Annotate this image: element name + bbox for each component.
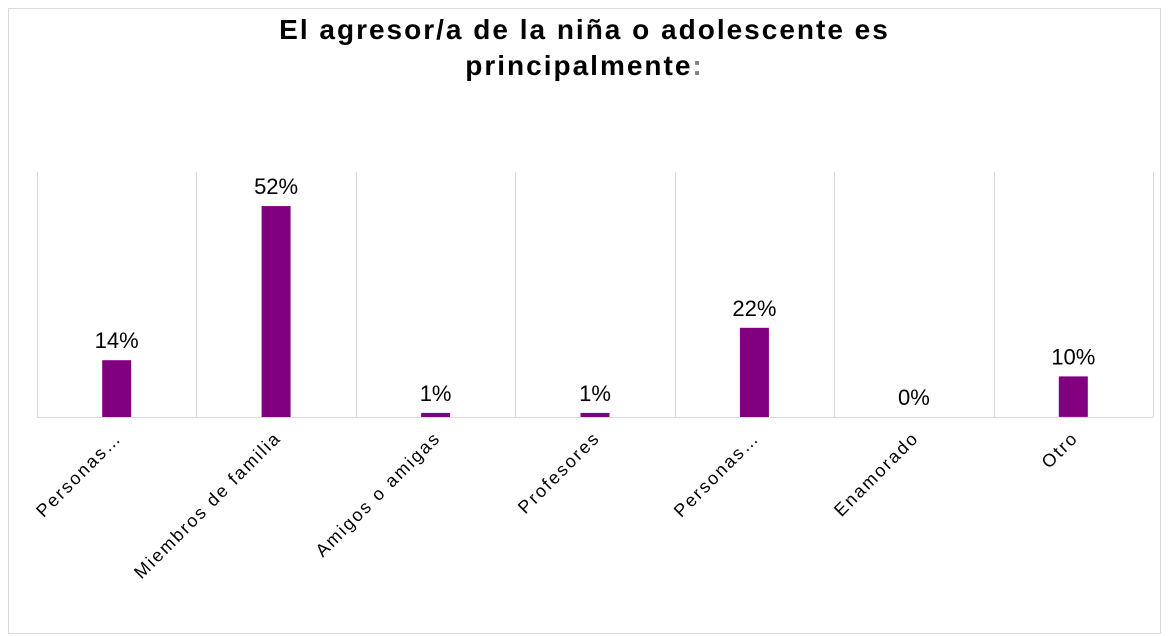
chart-title-line-2: principalmente: [0, 48, 1169, 84]
bar [261, 206, 291, 417]
bar [739, 327, 769, 417]
x-tick-label: Personas… [670, 428, 763, 521]
data-label: 52% [254, 174, 298, 199]
bar [1058, 376, 1088, 417]
data-label: 1% [420, 381, 452, 406]
x-tick-label: Otro [1038, 428, 1083, 473]
chart-title-colon: : [692, 50, 704, 81]
data-label: 22% [732, 296, 776, 321]
data-label: 10% [1051, 344, 1095, 369]
bar [580, 412, 610, 417]
chart-title: El agresor/a de la niña o adolescente es… [0, 12, 1169, 84]
x-tick-label: Enamorado [830, 428, 923, 521]
x-tick-labels: Personas… Miembros de familia Amigos o ami… [32, 428, 1082, 583]
data-label: 0% [898, 385, 930, 410]
chart-title-line-1: El agresor/a de la niña o adolescente es [279, 14, 890, 45]
x-tick-label: Profesores [514, 428, 604, 518]
data-labels: 14% 52% 1% 1% 22% 0% 10% [95, 174, 1096, 410]
x-tick-label: Personas… [32, 428, 125, 521]
x-tick-label: Miembros de familia [130, 428, 285, 583]
bar [102, 360, 132, 417]
bars [102, 206, 1088, 417]
chart-frame [8, 8, 1161, 634]
gridlines [37, 172, 1154, 417]
chart-title-line-2-text: principalmente [465, 50, 693, 81]
data-label: 1% [579, 381, 611, 406]
bar [421, 412, 451, 417]
data-label: 14% [95, 328, 139, 353]
x-tick-label: Amigos o amigas [311, 428, 444, 561]
